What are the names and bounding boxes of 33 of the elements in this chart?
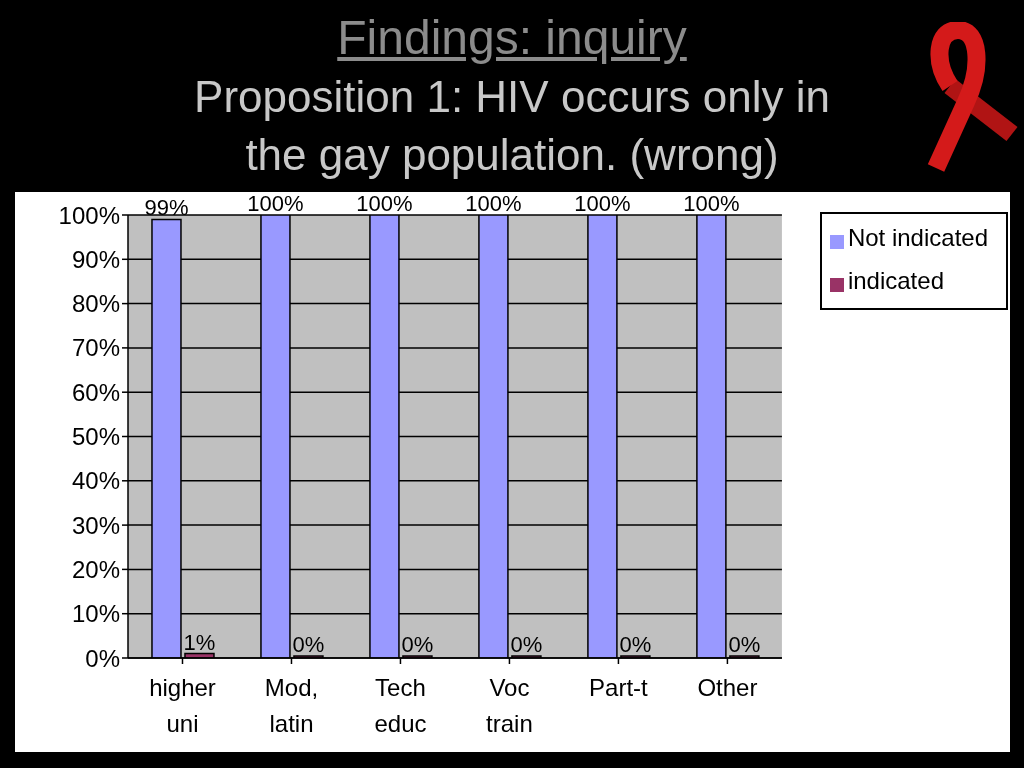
data-label: 100%: [465, 191, 522, 216]
y-tick-label: 80%: [71, 290, 120, 318]
data-label: 100%: [247, 191, 304, 216]
x-tick-label: Part-t: [589, 673, 649, 701]
data-label: 100%: [574, 191, 631, 216]
data-label: 100%: [683, 191, 740, 216]
y-tick-label: 20%: [71, 555, 120, 583]
chart-subtitle: Proposition 1: HIV occurs only in the gay population. (wrong): [193, 71, 831, 181]
y-tick-label: 0%: [85, 644, 120, 672]
y-tick-label: 60%: [71, 378, 120, 406]
y-tick-label: 50%: [71, 423, 120, 451]
data-label: 99%: [144, 195, 189, 221]
y-tick-label: 100%: [58, 201, 120, 229]
data-label: 0%: [619, 632, 652, 657]
data-label: 0%: [401, 632, 434, 657]
x-tick-label: Voc train: [486, 673, 533, 737]
y-tick-label: 10%: [71, 600, 120, 628]
chart-title: Findings: inquiry: [336, 10, 688, 66]
data-label: 0%: [728, 632, 761, 657]
data-label: 100%: [356, 191, 413, 216]
x-tick-label: higher uni: [149, 673, 216, 737]
data-label: 1%: [183, 629, 216, 655]
x-tick-label: Mod, latin: [264, 673, 319, 737]
legend-label: indicated: [847, 267, 944, 294]
y-tick-label: 40%: [71, 467, 120, 495]
y-tick-label: 70%: [71, 334, 120, 362]
y-tick-label: 30%: [71, 511, 120, 539]
data-label: 0%: [510, 632, 543, 657]
y-tick-label: 90%: [71, 245, 120, 273]
x-tick-label: Tech educ: [374, 673, 427, 737]
x-tick-label: Other: [697, 673, 758, 701]
data-label: 0%: [292, 632, 325, 657]
legend-label: Not indicated: [847, 224, 988, 251]
